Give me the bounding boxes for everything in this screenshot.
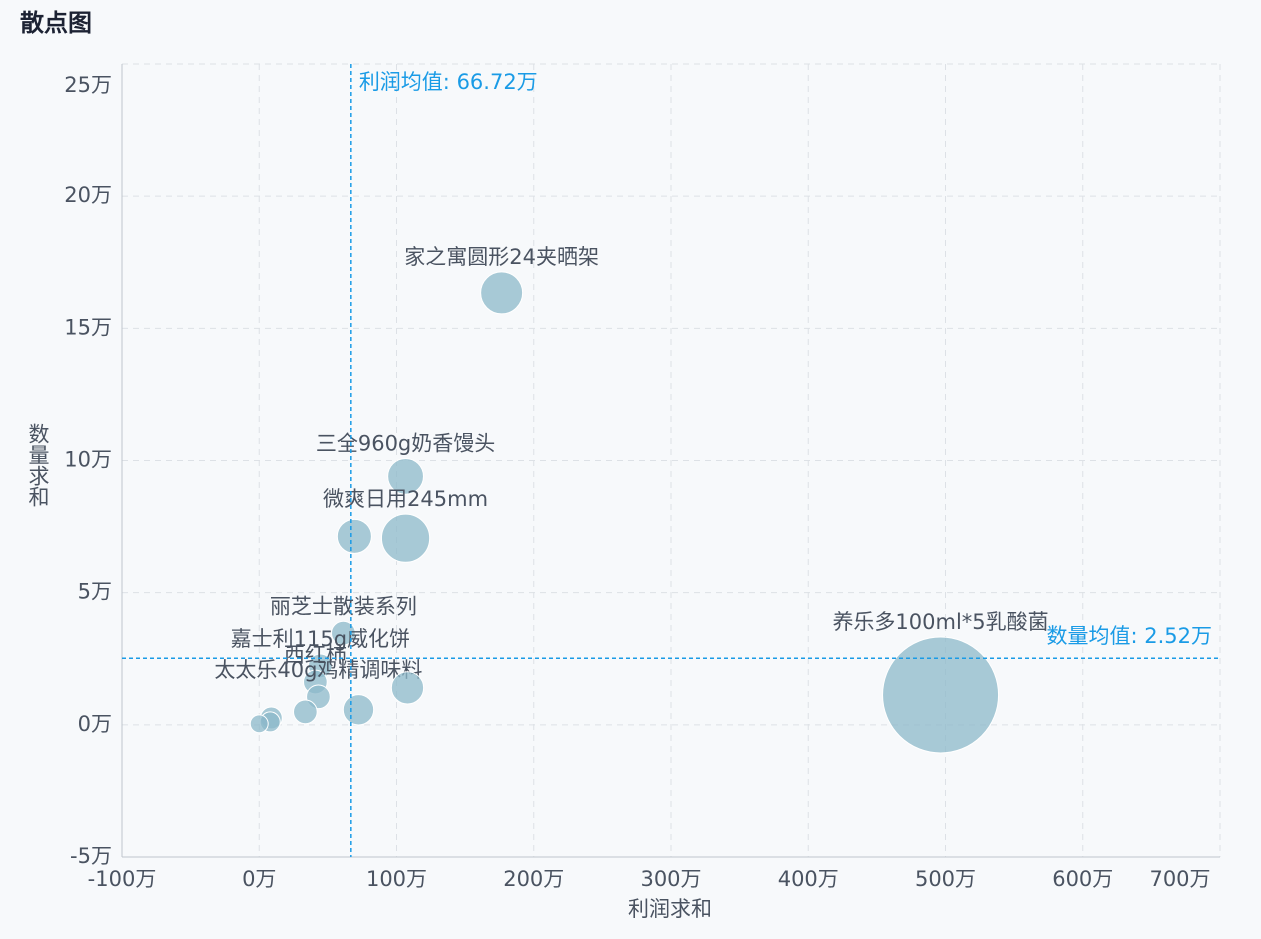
point-label: 太太乐40g鸡精调味料	[214, 658, 422, 682]
point-label: 丽芝士散装系列	[270, 594, 417, 618]
x-tick-label: 100万	[366, 867, 427, 891]
point-label: 微爽日用245mm	[323, 487, 488, 511]
mean-label: 数量均值: 2.52万	[1046, 624, 1212, 648]
x-tick-label: -100万	[88, 867, 157, 891]
y-tick-label: 0万	[78, 712, 112, 736]
bubble	[882, 636, 1000, 754]
x-tick-label: 700万	[1149, 867, 1210, 891]
y-tick-label: 20万	[64, 183, 112, 207]
mean-label: 利润均值: 66.72万	[359, 70, 538, 94]
x-tick-label: 300万	[640, 867, 701, 891]
point-label: 家之寓圆形24夹晒架	[404, 245, 599, 269]
x-tick-label: 0万	[242, 867, 276, 891]
x-tick-label: 200万	[503, 867, 564, 891]
point-label: 三全960g奶香馒头	[316, 431, 495, 455]
point-label: 养乐多100ml*5乳酸菌	[832, 610, 1048, 634]
y-tick-label: 15万	[64, 315, 112, 339]
y-tick-label: 5万	[78, 580, 112, 604]
bubble	[336, 518, 372, 554]
bubble	[331, 620, 356, 646]
point-label: 嘉士利115g威化饼	[231, 627, 410, 651]
chart-title: 散点图	[20, 9, 92, 37]
y-axis-label: 数量求和	[26, 423, 50, 507]
y-tick-label: 10万	[64, 448, 112, 472]
bubble	[342, 694, 375, 726]
x-tick-label: 600万	[1052, 867, 1113, 891]
bubble	[249, 714, 269, 734]
bubble	[380, 513, 431, 563]
x-tick-label: 500万	[915, 867, 976, 891]
x-tick-label: 400万	[778, 867, 839, 891]
y-tick-label: -5万	[70, 844, 112, 868]
bubble	[293, 699, 318, 725]
bubble	[390, 671, 425, 705]
bubble	[480, 271, 524, 315]
x-axis-label: 利润求和	[628, 897, 712, 921]
point-label: 西红柿	[284, 643, 347, 667]
bubble	[387, 457, 424, 495]
y-tick-label: 25万	[64, 73, 112, 97]
